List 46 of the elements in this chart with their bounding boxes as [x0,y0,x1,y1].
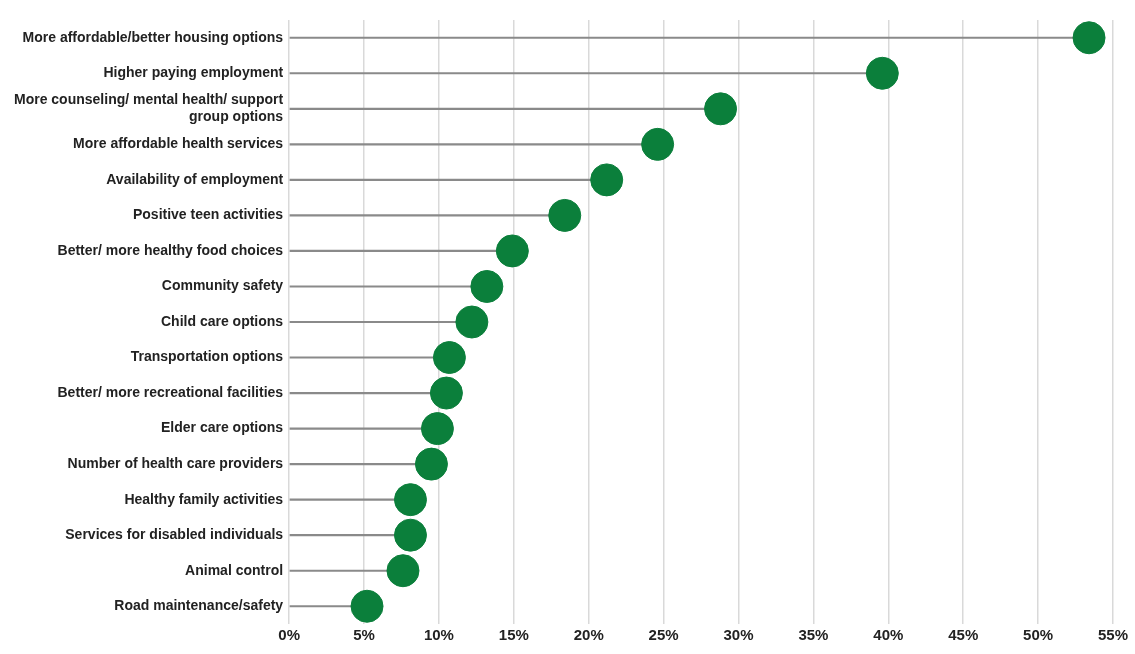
y-tick-label: More affordable/better housing options [22,28,284,45]
point [704,92,738,126]
y-tick-label: Better/ more recreational facilities [57,383,284,400]
x-tick-label: 30% [723,626,754,644]
x-tick-label: 20% [573,626,604,644]
point [350,589,384,623]
point [455,305,489,339]
point [1072,21,1106,55]
x-tick-label: 50% [1023,626,1054,644]
y-tick-label: Animal control [185,561,284,578]
point [393,518,427,552]
point [470,269,504,303]
point [386,554,420,588]
point [495,234,529,268]
y-tick-label: Positive teen activities [132,206,284,223]
y-tick-label: Availability of employment [106,170,284,187]
y-tick-label: More counseling/ mental health/ support group options [14,91,284,125]
y-tick-label: Better/ more healthy food choices [57,241,284,258]
x-tick-label: 55% [1097,626,1129,644]
y-tick-label: Services for disabled individuals [65,526,284,543]
x-tick-label: 35% [798,626,829,644]
y-tick-label: Higher paying employment [103,64,284,81]
x-tick-label: 0% [278,626,300,644]
point [429,376,463,410]
y-tick-label: Road maintenance/safety [114,597,284,614]
x-tick-label: 25% [648,626,679,644]
x-tick-label: 5% [353,626,375,644]
point [414,447,448,481]
y-tick-label: Number of health care providers [67,454,284,471]
x-tick-label: 15% [498,626,529,644]
point [865,56,899,90]
y-tick-label: Community safety [161,277,284,294]
y-tick-label: Elder care options [160,419,284,436]
y-tick-label: Child care options [161,312,284,329]
point [590,163,624,197]
y-tick-label: More affordable health services [73,135,284,152]
y-tick-label: Healthy family activities [124,490,284,507]
point [432,341,466,375]
x-tick-label: 45% [948,626,979,644]
point [641,127,675,161]
point [420,412,454,446]
y-tick-label: Transportation options [130,348,284,365]
point [393,483,427,517]
point [548,198,582,232]
x-tick-label: 40% [873,626,904,644]
x-tick-label: 10% [423,626,454,644]
